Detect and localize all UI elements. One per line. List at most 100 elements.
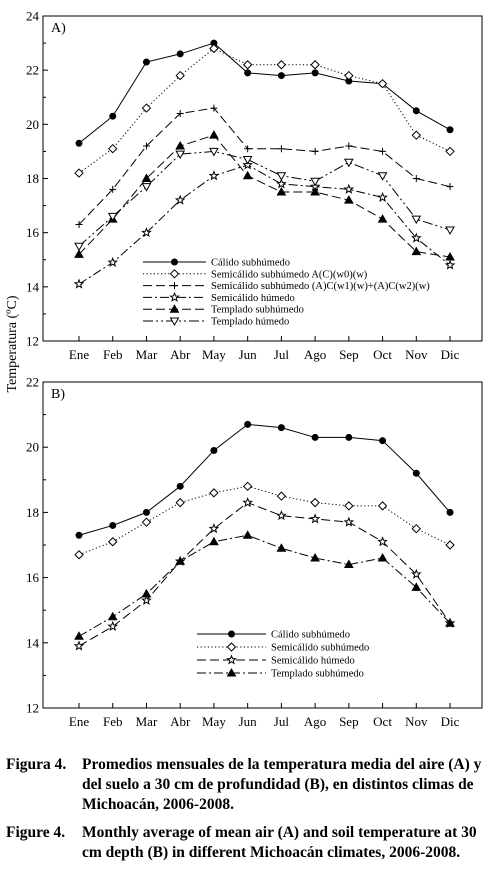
- b-point-templado-subhumedo-mar: [141, 588, 152, 598]
- a-point-templado-subhumedo-ago: [310, 187, 320, 196]
- a-y-tick-label: 20: [26, 117, 39, 132]
- b-point-calido-subhumedo-oct: [379, 437, 387, 445]
- a-point-calido-subhumedo-nov: [412, 107, 420, 115]
- a-point-semicalido-subhumedo-a-c-w1-w-a-c-w2-w-ago: [311, 147, 319, 155]
- a-legend-label: Semicálido húmedo: [211, 293, 295, 304]
- a-y-tick-label: 12: [26, 334, 39, 349]
- a-point-semicalido-humedo-oct: [377, 191, 388, 202]
- a-point-templado-humedo-oct: [377, 172, 388, 181]
- a-series-semicalido-subhumedo-a-c-w0-w: [74, 43, 455, 178]
- a-point-templado-subhumedo-nov: [411, 246, 422, 256]
- b-point-semicalido-subhumedo-sep: [344, 501, 354, 511]
- a-y-tick-label: 22: [26, 63, 39, 78]
- a-panel-label: A): [51, 21, 66, 36]
- a-point-calido-subhumedo-dic: [446, 126, 454, 134]
- a-series-line-templado-humedo: [78, 150, 451, 247]
- b-y-tick-label: 12: [26, 701, 39, 716]
- b-point-semicalido-subhumedo-dic: [445, 540, 455, 550]
- a-x-tick-label-sep: Sep: [339, 347, 359, 362]
- a-x-tick-label-abr: Abr: [170, 347, 191, 362]
- b-x-tick-label-oct: Oct: [373, 714, 392, 729]
- a-legend-label: Templado húmedo: [211, 317, 289, 328]
- b-x-tick-label-may: May: [202, 714, 226, 729]
- a-series-templado-humedo: [74, 147, 455, 252]
- a-point-semicalido-subhumedo-a-c-w1-w-a-c-w2-w-oct: [379, 147, 387, 155]
- b-x-tick-label-ago: Ago: [304, 714, 326, 729]
- a-point-calido-subhumedo-jul: [277, 72, 285, 80]
- a-point-templado-humedo-ago: [310, 177, 320, 187]
- b-point-calido-subhumedo-may: [210, 446, 218, 454]
- a-point-semicalido-subhumedo-a-c-w0-w-may: [209, 43, 219, 54]
- a-x-tick-label-ago: Ago: [304, 347, 326, 362]
- b-plot-frame: [42, 381, 483, 709]
- a-point-templado-subhumedo-abr: [175, 140, 186, 150]
- b-legend-marker: [226, 654, 237, 665]
- b-point-calido-subhumedo-mar: [142, 508, 150, 516]
- a-legend-label: Cálido subhúmedo: [211, 258, 290, 269]
- b-y-tick-label: 16: [26, 570, 40, 585]
- b-point-templado-subhumedo-may: [209, 536, 219, 546]
- figure-caption-es: Figura 4. Promedios mensuales de la temp…: [6, 755, 490, 815]
- b-legend-entry-calido-subhumedo: Cálido subhúmedo: [197, 630, 350, 641]
- b-legend-entry-semicalido-subhumedo: Semicálido subhúmedo: [197, 642, 369, 654]
- b-x-tick-label-dic: Dic: [441, 714, 460, 729]
- y-axis-label: Temperatura (ºC): [5, 295, 20, 392]
- b-point-semicalido-subhumedo-jun: [242, 481, 253, 492]
- a-series-line-calido-subhumedo: [78, 42, 451, 144]
- a-point-semicalido-subhumedo-a-c-w1-w-a-c-w2-w-abr: [176, 110, 184, 117]
- a-point-semicalido-subhumedo-a-c-w0-w-sep: [344, 70, 354, 81]
- b-point-semicalido-subhumedo-nov: [411, 523, 422, 534]
- a-legend-entry-templado-subhumedo: Templado subhúmedo: [143, 304, 304, 316]
- b-point-semicalido-subhumedo-jul: [276, 491, 287, 501]
- b-legend-entry-semicalido-humedo: Semicálido húmedo: [197, 654, 355, 667]
- b-y-tick-label: 22: [26, 375, 39, 390]
- a-point-templado-humedo-ene: [74, 242, 84, 252]
- a-point-templado-subhumedo-may: [209, 130, 219, 139]
- a-point-semicalido-subhumedo-a-c-w1-w-a-c-w2-w-sep: [345, 142, 353, 150]
- a-point-semicalido-subhumedo-a-c-w0-w-dic: [445, 146, 455, 157]
- a-y-tick-label: 18: [26, 171, 39, 186]
- a-point-templado-humedo-abr: [175, 150, 186, 160]
- b-legend-entry-templado-subhumedo: Templado subhúmedo: [197, 667, 364, 680]
- caption-en-text: Monthly average of mean air (A) and soil…: [82, 824, 477, 861]
- b-point-semicalido-subhumedo-oct: [377, 501, 388, 511]
- a-y-tick-label: 24: [26, 9, 40, 24]
- a-x-tick-label-feb: Feb: [103, 347, 123, 362]
- b-y-tick-label: 20: [26, 440, 39, 455]
- b-point-templado-subhumedo-ago: [310, 553, 320, 562]
- a-point-semicalido-subhumedo-a-c-w0-w-feb: [108, 144, 118, 154]
- a-point-calido-subhumedo-mar: [142, 58, 150, 66]
- b-point-semicalido-subhumedo-ago: [310, 497, 320, 508]
- a-legend-marker: [171, 258, 178, 266]
- b-point-semicalido-subhumedo-may: [209, 488, 219, 498]
- b-point-calido-subhumedo-sep: [345, 433, 353, 441]
- b-x-tick-label-mar: Mar: [136, 714, 158, 729]
- b-point-calido-subhumedo-jun: [244, 420, 252, 428]
- a-point-templado-humedo-may: [209, 147, 219, 157]
- a-point-templado-humedo-mar: [141, 183, 152, 192]
- a-point-templado-subhumedo-jul: [276, 187, 287, 196]
- a-point-templado-humedo-jul: [276, 172, 287, 181]
- a-legend-label: Semicálido subhúmedo A(C)(w0)(w): [211, 269, 368, 280]
- a-point-semicalido-subhumedo-a-c-w0-w-jul: [276, 60, 287, 70]
- a-point-semicalido-subhumedo-a-c-w0-w-ene: [74, 168, 84, 178]
- b-point-calido-subhumedo-abr: [176, 482, 184, 490]
- a-point-semicalido-humedo-sep: [343, 183, 355, 194]
- a-series-line-semicalido-subhumedo-a-c-w1-w-a-c-w2-w: [78, 107, 451, 225]
- b-point-templado-subhumedo-jun: [242, 530, 253, 539]
- a-point-semicalido-subhumedo-a-c-w1-w-a-c-w2-w-feb: [109, 185, 117, 193]
- a-series-calido-subhumedo: [75, 39, 454, 147]
- a-series-templado-subhumedo: [74, 130, 455, 261]
- b-point-calido-subhumedo-jul: [277, 424, 285, 432]
- a-x-tick-label-mar: Mar: [136, 347, 158, 362]
- a-legend-label: Semicálido subhúmedo (A)C(w1)(w)+(A)C(w2…: [211, 281, 430, 292]
- b-series-line-calido-subhumedo: [78, 423, 451, 536]
- b-point-semicalido-humedo-nov: [410, 568, 422, 579]
- a-legend-marker: [169, 291, 180, 302]
- a-point-semicalido-subhumedo-a-c-w0-w-abr: [175, 70, 185, 81]
- b-point-semicalido-subhumedo-abr: [175, 497, 185, 508]
- a-legend-marker: [169, 269, 180, 279]
- a-point-semicalido-subhumedo-a-c-w0-w-oct: [377, 79, 388, 89]
- a-legend-entry-templado-humedo: Templado húmedo: [143, 317, 289, 328]
- b-x-tick-label-jul: Jul: [274, 714, 290, 729]
